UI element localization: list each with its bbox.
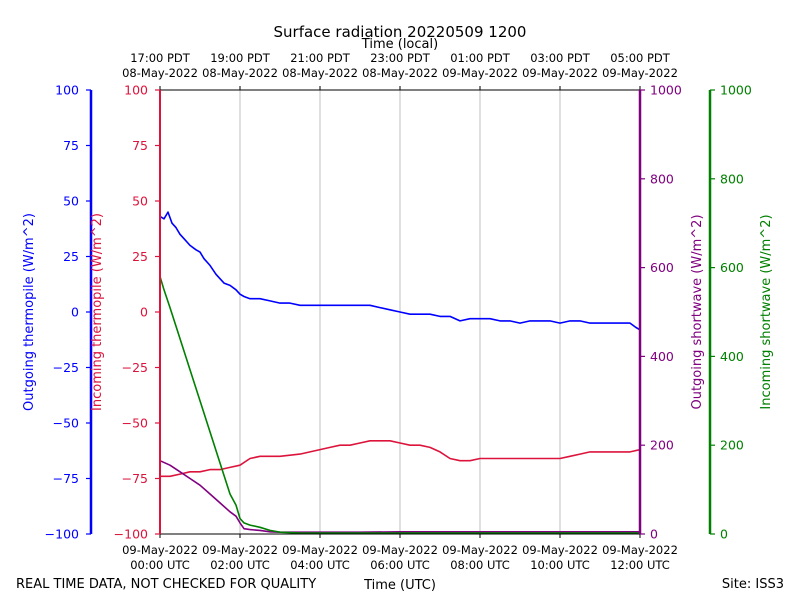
top-tick-date: 09-May-2022 [602,66,678,80]
incoming-shortwave-tick-label: 1000 [720,83,752,98]
site-label: Site: ISS3 [722,577,784,592]
incoming-shortwave-tick-label: 800 [720,171,744,186]
chart-title: Surface radiation 20220509 1200 [274,23,527,41]
outgoing-shortwave-tick-label: 0 [650,527,658,542]
top-tick-time: 17:00 PDT [130,51,191,65]
incoming-thermopile-tick-label: 0 [140,305,148,320]
incoming-shortwave-tick-label: 600 [720,260,744,275]
outgoing-thermopile-tick-label: 75 [63,138,79,153]
outgoing-shortwave-tick-label: 600 [650,260,674,275]
top-tick-date: 08-May-2022 [202,66,278,80]
incoming-thermopile-tick-label: −25 [122,360,148,375]
x-tick-time: 04:00 UTC [290,558,350,572]
top-tick-time: 19:00 PDT [210,51,271,65]
incoming-shortwave-tick-label: 200 [720,438,744,453]
x-tick-date: 09-May-2022 [442,543,518,557]
incoming-thermopile-tick-label: −50 [122,416,148,431]
outgoing-shortwave-tick-label: 400 [650,349,674,364]
incoming-thermopile-tick-label: −75 [122,471,148,486]
outgoing-thermopile-tick-label: 100 [55,83,79,98]
top-axis-title: Time (local) [361,37,438,52]
outgoing-thermopile-tick-label: 25 [63,249,79,264]
x-tick-date: 09-May-2022 [202,543,278,557]
x-tick-date: 09-May-2022 [522,543,598,557]
top-tick-time: 01:00 PDT [450,51,511,65]
incoming-thermopile-tick-label: 50 [132,194,148,209]
incoming-shortwave-tick-label: 400 [720,349,744,364]
series-line-incoming-shortwave [159,276,640,534]
y-axes: −100 −75 −50 −25 0 25 50 75 100 Outgoing thermopi… [22,83,774,542]
x-tick-date: 09-May-2022 [362,543,438,557]
x-tick-date: 09-May-2022 [602,543,678,557]
top-tick-time: 23:00 PDT [370,51,431,65]
series-lines [159,211,641,534]
quality-disclaimer: REAL TIME DATA, NOT CHECKED FOR QUALITY [16,577,316,592]
outgoing-shortwave-tick-label: 200 [650,438,674,453]
series-line-outgoing-shortwave [159,459,640,534]
top-tick-date: 08-May-2022 [122,66,198,80]
x-tick-date: 09-May-2022 [282,543,358,557]
x-tick-time: 12:00 UTC [610,558,670,572]
series-line-incoming-thermopile [160,439,641,478]
x-tick-time: 02:00 UTC [210,558,270,572]
incoming-shortwave-axis-label: Incoming shortwave (W/m^2) [759,214,774,409]
outgoing-shortwave-tick-label: 800 [650,171,674,186]
incoming-thermopile-tick-label: −100 [114,527,148,542]
outgoing-thermopile-axis-label: Outgoing thermopile (W/m^2) [22,213,37,411]
series-line-outgoing-thermopile [159,211,641,331]
top-tick-date: 09-May-2022 [442,66,518,80]
x-axis-label: Time (UTC) [363,578,436,593]
top-tick-time: 05:00 PDT [610,51,671,65]
outgoing-thermopile-tick-label: −50 [53,416,79,431]
top-tick-date: 08-May-2022 [362,66,438,80]
outgoing-thermopile-tick-label: −100 [45,527,79,542]
outgoing-shortwave-tick-label: 1000 [650,83,682,98]
x-tick-time: 08:00 UTC [450,558,510,572]
incoming-thermopile-axis-label: Incoming thermopile (W/m^2) [90,213,105,411]
outgoing-thermopile-tick-label: −25 [53,360,79,375]
incoming-thermopile-tick-label: 75 [132,138,148,153]
x-tick-date: 09-May-2022 [122,543,198,557]
x-tick-time: 10:00 UTC [530,558,590,572]
top-tick-time: 21:00 PDT [290,51,351,65]
incoming-thermopile-tick-label: 100 [124,83,148,98]
top-tick-date: 09-May-2022 [522,66,598,80]
incoming-thermopile-tick-label: 25 [132,249,148,264]
incoming-shortwave-tick-label: 0 [720,527,728,542]
top-tick-time: 03:00 PDT [530,51,591,65]
x-tick-time: 06:00 UTC [370,558,430,572]
top-tick-date: 08-May-2022 [282,66,358,80]
outgoing-thermopile-tick-label: 50 [63,194,79,209]
outgoing-thermopile-tick-label: −75 [53,471,79,486]
outgoing-thermopile-tick-label: 0 [71,305,79,320]
x-tick-time: 00:00 UTC [130,558,190,572]
outgoing-shortwave-axis-label: Outgoing shortwave (W/m^2) [690,214,705,409]
